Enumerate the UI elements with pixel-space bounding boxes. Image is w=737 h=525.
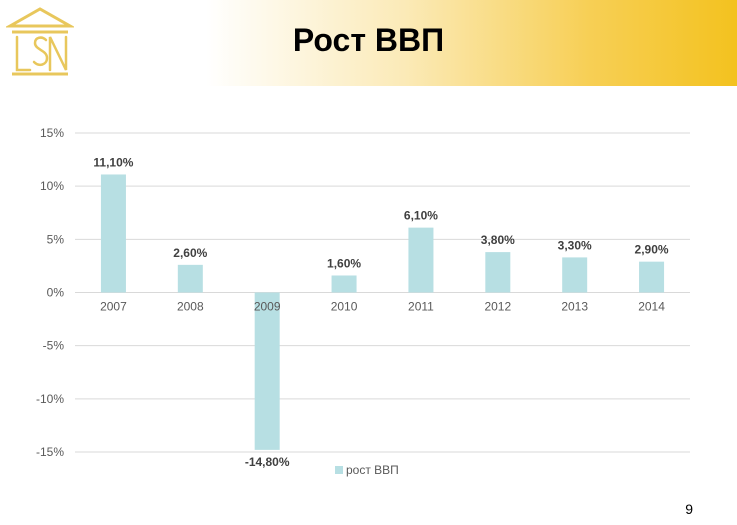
- x-tick-label: 2009: [254, 300, 281, 314]
- bar: [562, 257, 588, 293]
- data-label: 11,10%: [93, 155, 133, 169]
- y-tick-label: 0%: [47, 286, 65, 300]
- y-tick-label: 10%: [40, 179, 64, 193]
- y-tick-label: 15%: [40, 126, 64, 140]
- data-label: 2,60%: [173, 246, 207, 260]
- page-title: Рост ВВП: [292, 22, 445, 58]
- slide-header: Рост ВВП: [0, 0, 737, 86]
- y-tick-label: -5%: [43, 339, 65, 353]
- page-number: 9: [685, 501, 693, 517]
- data-label: 6,10%: [404, 209, 438, 223]
- data-label: 3,30%: [558, 238, 592, 252]
- bar: [639, 261, 665, 293]
- y-tick-label: -15%: [36, 445, 64, 459]
- x-tick-label: 2014: [638, 300, 665, 314]
- x-tick-label: 2012: [484, 300, 511, 314]
- building-pediment-logo-icon: [6, 7, 74, 76]
- bar: [254, 292, 280, 450]
- gdp-growth-bar-chart: 15% 10% 5% 0% -5% -10% -15% 2007 2008 2009 2010 201…: [36, 126, 690, 477]
- x-tick-label: 2010: [331, 300, 358, 314]
- bar: [408, 227, 434, 293]
- data-label: 3,80%: [481, 233, 515, 247]
- bar: [100, 174, 126, 293]
- data-label: 2,90%: [635, 243, 669, 257]
- data-label: -14,80%: [245, 455, 290, 469]
- bar: [177, 264, 203, 293]
- x-tick-label: 2008: [177, 300, 204, 314]
- legend-swatch: [335, 466, 343, 474]
- bar: [331, 275, 357, 293]
- legend-label: рост ВВП: [346, 463, 399, 477]
- x-tick-label: 2007: [100, 300, 127, 314]
- x-tick-label: 2011: [408, 300, 434, 314]
- y-tick-label: 5%: [47, 232, 65, 246]
- y-tick-label: -10%: [36, 392, 64, 406]
- x-tick-label: 2013: [561, 300, 588, 314]
- bar: [485, 252, 511, 293]
- data-label: 1,60%: [327, 256, 361, 270]
